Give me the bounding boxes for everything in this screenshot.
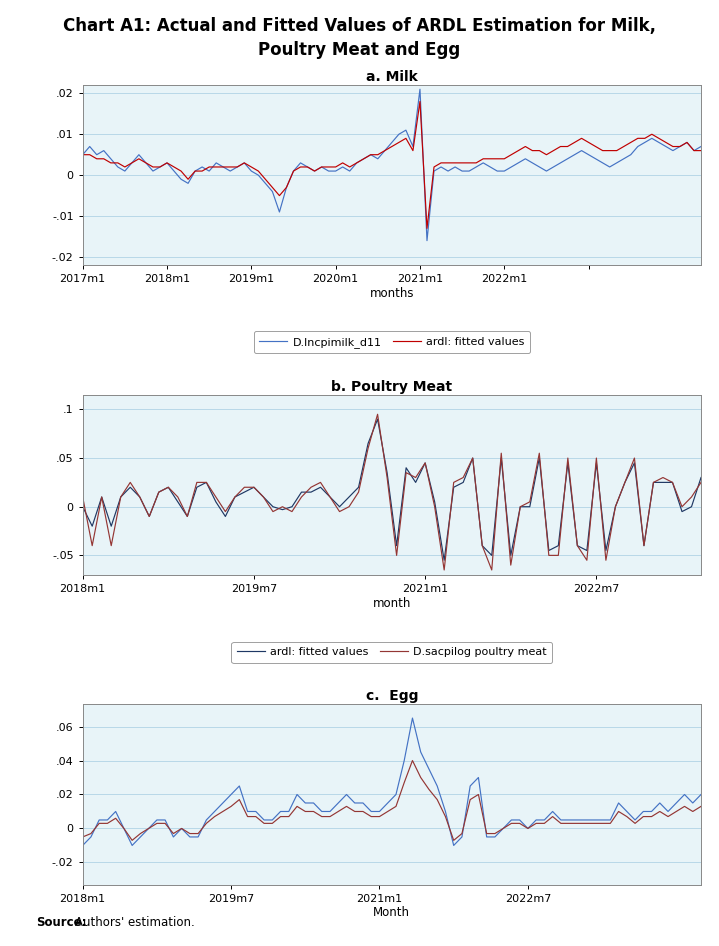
D.lncpimilk_d11 bbox=[317, 162, 326, 173]
Line: D.lncpimilk_d11: D.lncpimilk_d11 bbox=[83, 89, 701, 240]
ardl: fitted values: (45, 0.008): fitted values: (45, 0.008) bbox=[395, 137, 403, 149]
D.Ln_CPI Egg SA bbox=[293, 789, 301, 800]
Text: Authors' estimation.: Authors' estimation. bbox=[75, 916, 196, 929]
D.Ln_CPI Egg SA bbox=[400, 755, 408, 766]
X-axis label: Month: Month bbox=[373, 906, 411, 920]
ardl: fitted values: (52, 0.003): fitted values: (52, 0.003) bbox=[507, 817, 516, 829]
ardl: fitted values: (0, -0.005): fitted values: (0, -0.005) bbox=[78, 832, 87, 843]
D.lncpimilk_d11 bbox=[423, 235, 431, 246]
Line: ardl: fitted values: ardl: fitted values bbox=[83, 101, 701, 228]
X-axis label: months: months bbox=[370, 287, 414, 300]
D.lncpimilk_d11 bbox=[142, 157, 150, 168]
Legend: D.lncpimilk_d11, ardl: fitted values: D.lncpimilk_d11, ardl: fitted values bbox=[254, 331, 530, 353]
D.sacpilog poultry meat bbox=[373, 409, 382, 420]
ardl: fitted values: (62, 0.003): fitted values: (62, 0.003) bbox=[590, 817, 598, 829]
D.sacpilog poultry meat bbox=[344, 501, 353, 513]
Title: b. Poultry Meat: b. Poultry Meat bbox=[331, 379, 452, 394]
D.Ln_CPI Egg SA bbox=[697, 789, 705, 800]
ardl: fitted values: (48, 0.018): fitted values: (48, 0.018) bbox=[416, 96, 424, 107]
D.lncpimilk_d11 bbox=[641, 137, 649, 149]
ardl: fitted values: (16, 0.01): fitted values: (16, 0.01) bbox=[231, 491, 239, 502]
Title: a. Milk: a. Milk bbox=[366, 70, 418, 84]
ardl: fitted values: (50, -0.003): fitted values: (50, -0.003) bbox=[490, 828, 499, 839]
Text: Source:: Source: bbox=[36, 916, 86, 929]
D.lncpimilk_d11 bbox=[395, 129, 403, 140]
D.sacpilog poultry meat bbox=[697, 477, 705, 488]
D.Ln_CPI Egg SA bbox=[482, 832, 491, 843]
D.Ln_CPI Egg SA bbox=[136, 832, 145, 843]
ardl: fitted values: (38, -0.055): fitted values: (38, -0.055) bbox=[440, 554, 449, 566]
D.lncpimilk_d11 bbox=[205, 166, 214, 177]
ardl: fitted values: (20, 0): fitted values: (20, 0) bbox=[269, 501, 278, 513]
ardl: fitted values: (40, 0.04): fitted values: (40, 0.04) bbox=[408, 755, 417, 766]
ardl: fitted values: (53, -0.045): fitted values: (53, -0.045) bbox=[582, 545, 591, 556]
ardl: fitted values: (80, 0.009): fitted values: (80, 0.009) bbox=[641, 132, 649, 144]
ardl: fitted values: (8, 0): fitted values: (8, 0) bbox=[145, 823, 153, 834]
Legend: ardl: fitted values, D.sacpilog poultry meat: ardl: fitted values, D.sacpilog poultry … bbox=[232, 641, 552, 663]
ardl: fitted values: (11, 0.002): fitted values: (11, 0.002) bbox=[155, 162, 164, 173]
ardl: fitted values: (75, 0.013): fitted values: (75, 0.013) bbox=[697, 800, 705, 812]
Line: D.sacpilog poultry meat: D.sacpilog poultry meat bbox=[83, 414, 701, 570]
D.Ln_CPI Egg SA bbox=[408, 712, 417, 724]
ardl: fitted values: (28, 0.01): fitted values: (28, 0.01) bbox=[344, 491, 353, 502]
Line: ardl: fitted values: ardl: fitted values bbox=[83, 761, 701, 840]
D.lncpimilk_d11 bbox=[155, 162, 164, 173]
D.sacpilog poultry meat bbox=[269, 506, 278, 517]
D.Ln_CPI Egg SA bbox=[499, 823, 508, 834]
ardl: fitted values: (9, 0.003): fitted values: (9, 0.003) bbox=[142, 157, 150, 168]
X-axis label: month: month bbox=[372, 597, 411, 609]
ardl: fitted values: (41, 0.03): fitted values: (41, 0.03) bbox=[416, 772, 425, 783]
D.lncpimilk_d11 bbox=[697, 141, 705, 152]
D.sacpilog poultry meat bbox=[582, 554, 591, 566]
D.Ln_CPI Egg SA bbox=[78, 840, 87, 851]
D.sacpilog poultry meat bbox=[78, 491, 87, 502]
ardl: fitted values: (6, -0.007): fitted values: (6, -0.007) bbox=[128, 834, 137, 846]
Line: ardl: fitted values: ardl: fitted values bbox=[83, 419, 701, 560]
D.lncpimilk_d11 bbox=[416, 83, 424, 95]
ardl: fitted values: (0, 0.005): fitted values: (0, 0.005) bbox=[78, 149, 87, 161]
D.sacpilog poultry meat bbox=[354, 486, 363, 498]
Line: D.Ln_CPI Egg SA: D.Ln_CPI Egg SA bbox=[83, 718, 701, 846]
ardl: fitted values: (27, 0.01): fitted values: (27, 0.01) bbox=[301, 806, 310, 817]
ardl: fitted values: (5, 0.02): fitted values: (5, 0.02) bbox=[126, 482, 134, 493]
ardl: fitted values: (88, 0.006): fitted values: (88, 0.006) bbox=[697, 145, 705, 156]
Text: Chart A1: Actual and Fitted Values of ARDL Estimation for Milk,
Poultry Meat and: Chart A1: Actual and Fitted Values of AR… bbox=[63, 17, 656, 59]
D.sacpilog poultry meat bbox=[231, 491, 239, 502]
ardl: fitted values: (31, 0.09): fitted values: (31, 0.09) bbox=[373, 413, 382, 425]
D.lncpimilk_d11 bbox=[78, 149, 87, 161]
ardl: fitted values: (0, 0): fitted values: (0, 0) bbox=[78, 501, 87, 513]
ardl: fitted values: (34, 0.002): fitted values: (34, 0.002) bbox=[317, 162, 326, 173]
ardl: fitted values: (65, 0.03): fitted values: (65, 0.03) bbox=[697, 472, 705, 483]
Title: c.  Egg: c. Egg bbox=[365, 690, 418, 703]
ardl: fitted values: (49, -0.013): fitted values: (49, -0.013) bbox=[423, 222, 431, 234]
D.sacpilog poultry meat bbox=[126, 477, 134, 488]
ardl: fitted values: (18, 0.002): fitted values: (18, 0.002) bbox=[205, 162, 214, 173]
D.sacpilog poultry meat bbox=[440, 565, 449, 576]
ardl: fitted values: (29, 0.02): fitted values: (29, 0.02) bbox=[354, 482, 363, 493]
D.Ln_CPI Egg SA bbox=[581, 815, 590, 826]
